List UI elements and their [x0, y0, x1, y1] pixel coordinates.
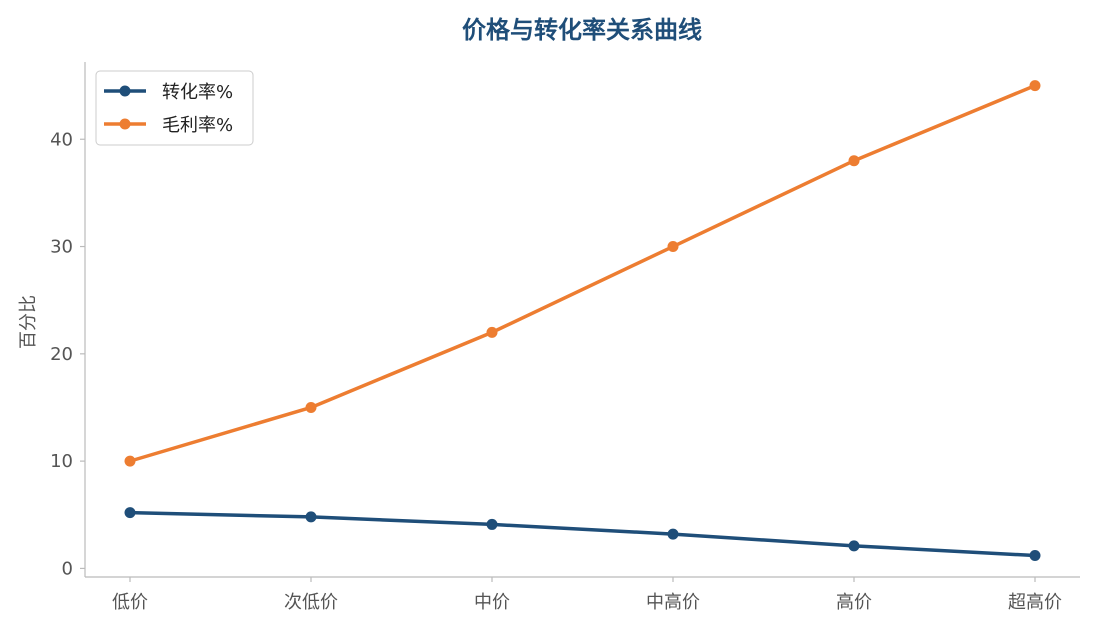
series-line — [128, 83, 1037, 463]
y-tick-label: 0 — [62, 558, 73, 579]
y-axis-title: 百分比 — [18, 295, 39, 349]
data-point — [124, 507, 136, 519]
x-tick-label: 中高价 — [646, 592, 700, 613]
axes — [80, 62, 1080, 582]
legend-label: 毛利率% — [162, 115, 233, 136]
data-point — [1029, 550, 1041, 562]
tick-labels: 0 10 20 30 40 低价 次低价 中价 中高价 高价 超高价 — [50, 129, 1062, 613]
legend-marker — [119, 85, 131, 97]
legend-item: 毛利率% — [104, 115, 233, 136]
x-tick-label: 次低价 — [284, 592, 338, 613]
data-point — [848, 155, 860, 167]
series-group — [124, 507, 1041, 562]
legend-item: 转化率% — [104, 82, 233, 103]
data-point — [667, 528, 679, 540]
series-line — [128, 510, 1037, 558]
y-tick-label: 40 — [50, 129, 73, 150]
data-point — [305, 401, 317, 413]
data-point — [124, 455, 136, 467]
data-point — [486, 518, 498, 530]
x-tick-label: 中价 — [474, 592, 510, 613]
x-tick-label: 高价 — [836, 592, 872, 613]
y-tick-label: 20 — [50, 344, 73, 365]
x-tick-label: 低价 — [112, 592, 148, 613]
data-point — [667, 241, 679, 253]
series-lines — [124, 80, 1041, 562]
data-point — [486, 326, 498, 338]
data-point — [848, 540, 860, 552]
legend-marker — [119, 118, 131, 130]
y-tick-label: 30 — [50, 237, 73, 258]
y-tick-label: 10 — [50, 451, 73, 472]
legend: 转化率% 毛利率% — [95, 70, 254, 146]
legend-label: 转化率% — [162, 82, 233, 103]
x-tick-label: 超高价 — [1008, 592, 1062, 613]
chart-title: 价格与转化率关系曲线 — [462, 16, 702, 44]
series-group — [124, 80, 1041, 467]
data-point — [1029, 80, 1041, 92]
data-point — [305, 511, 317, 523]
